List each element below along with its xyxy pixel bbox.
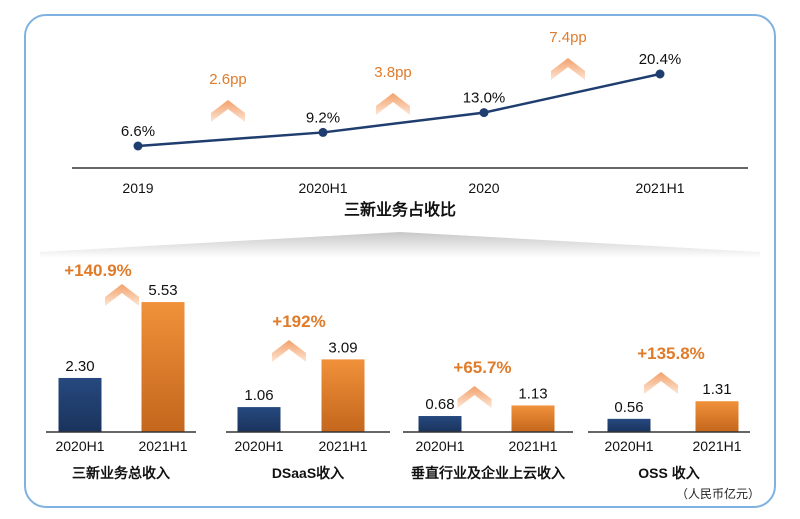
line-point-2020 <box>479 108 489 118</box>
panel-4-x-tick-2020H1: 2020H1 <box>604 438 653 454</box>
panel-2-bar-2021H1 <box>321 359 365 432</box>
panel-2-bar-value-2020H1: 1.06 <box>244 387 273 404</box>
panel-3-growth-arrow <box>457 386 492 408</box>
panel-4-bar-value-2021H1: 1.31 <box>702 381 731 398</box>
panel-4-bar-2021H1 <box>695 401 739 432</box>
line-point-2019 <box>133 141 143 151</box>
panel-3-bar-value-2021H1: 1.13 <box>518 385 547 402</box>
line-x-tick-2020: 2020 <box>468 180 499 196</box>
line-x-tick-2019: 2019 <box>122 180 153 196</box>
panel-1-bar-value-2021H1: 5.53 <box>148 282 177 299</box>
panel-1-title: 三新业务总收入 <box>72 465 170 481</box>
panel-1-bar-value-2020H1: 2.30 <box>65 358 94 375</box>
panel-1-x-tick-2021H1: 2021H1 <box>138 438 187 454</box>
panel-4-title: OSS 收入 <box>638 465 699 481</box>
panel-1-growth-label: +140.9% <box>64 261 132 280</box>
panel-2-bar-value-2021H1: 3.09 <box>328 339 357 356</box>
increment-arrow-1 <box>211 100 245 122</box>
panel-3-title: 垂直行业及企业上云收入 <box>411 465 565 481</box>
panel-3-x-tick-2021H1: 2021H1 <box>508 438 557 454</box>
line-point-2020H1 <box>318 127 328 137</box>
increment-arrow-2 <box>376 93 410 115</box>
panel-3-bar-value-2020H1: 0.68 <box>425 396 454 413</box>
panel-4-growth-arrow <box>644 372 678 394</box>
line-value-label-2020: 13.0% <box>463 90 506 107</box>
panel-4-bar-value-2020H1: 0.56 <box>614 399 643 416</box>
line-chart-title: 三新业务占收比 <box>344 200 456 219</box>
panel-4-x-tick-2021H1: 2021H1 <box>692 438 741 454</box>
panel-1-growth-arrow <box>105 284 139 306</box>
panel-3-bar-2020H1 <box>418 416 462 432</box>
panel-2-growth-label: +192% <box>272 312 325 331</box>
panel-1-bar-2020H1 <box>58 377 102 432</box>
unit-note: （人民币亿元） <box>675 487 760 501</box>
line-value-label-2020H1: 9.2% <box>306 109 340 126</box>
line-value-label-2021H1: 20.4% <box>639 51 682 68</box>
increment-label-3: 7.4pp <box>549 29 587 46</box>
panel-3-growth-label: +65.7% <box>453 358 511 377</box>
panel-1-x-tick-2020H1: 2020H1 <box>55 438 104 454</box>
line-x-tick-2020H1: 2020H1 <box>298 180 347 196</box>
panel-1-bar-2021H1 <box>141 302 185 432</box>
line-value-label-2019: 6.6% <box>121 123 155 140</box>
increment-label-1: 2.6pp <box>209 71 247 88</box>
section-divider-fan <box>40 232 760 258</box>
panel-4-bar-2020H1 <box>607 418 651 432</box>
series-line <box>137 72 661 148</box>
panel-2-bar-2020H1 <box>237 407 281 432</box>
increment-arrow-3 <box>551 58 585 80</box>
line-point-2021H1 <box>655 69 665 79</box>
panel-3-bar-2021H1 <box>511 405 555 432</box>
panel-4-growth-label: +135.8% <box>637 344 705 363</box>
panel-2-x-tick-2021H1: 2021H1 <box>318 438 367 454</box>
line-x-tick-2021H1: 2021H1 <box>635 180 684 196</box>
panel-2-title: DSaaS收入 <box>272 465 344 481</box>
panel-3-x-tick-2020H1: 2020H1 <box>415 438 464 454</box>
panel-2-growth-arrow <box>272 340 306 362</box>
increment-label-2: 3.8pp <box>374 64 412 81</box>
panel-2-x-tick-2020H1: 2020H1 <box>234 438 283 454</box>
